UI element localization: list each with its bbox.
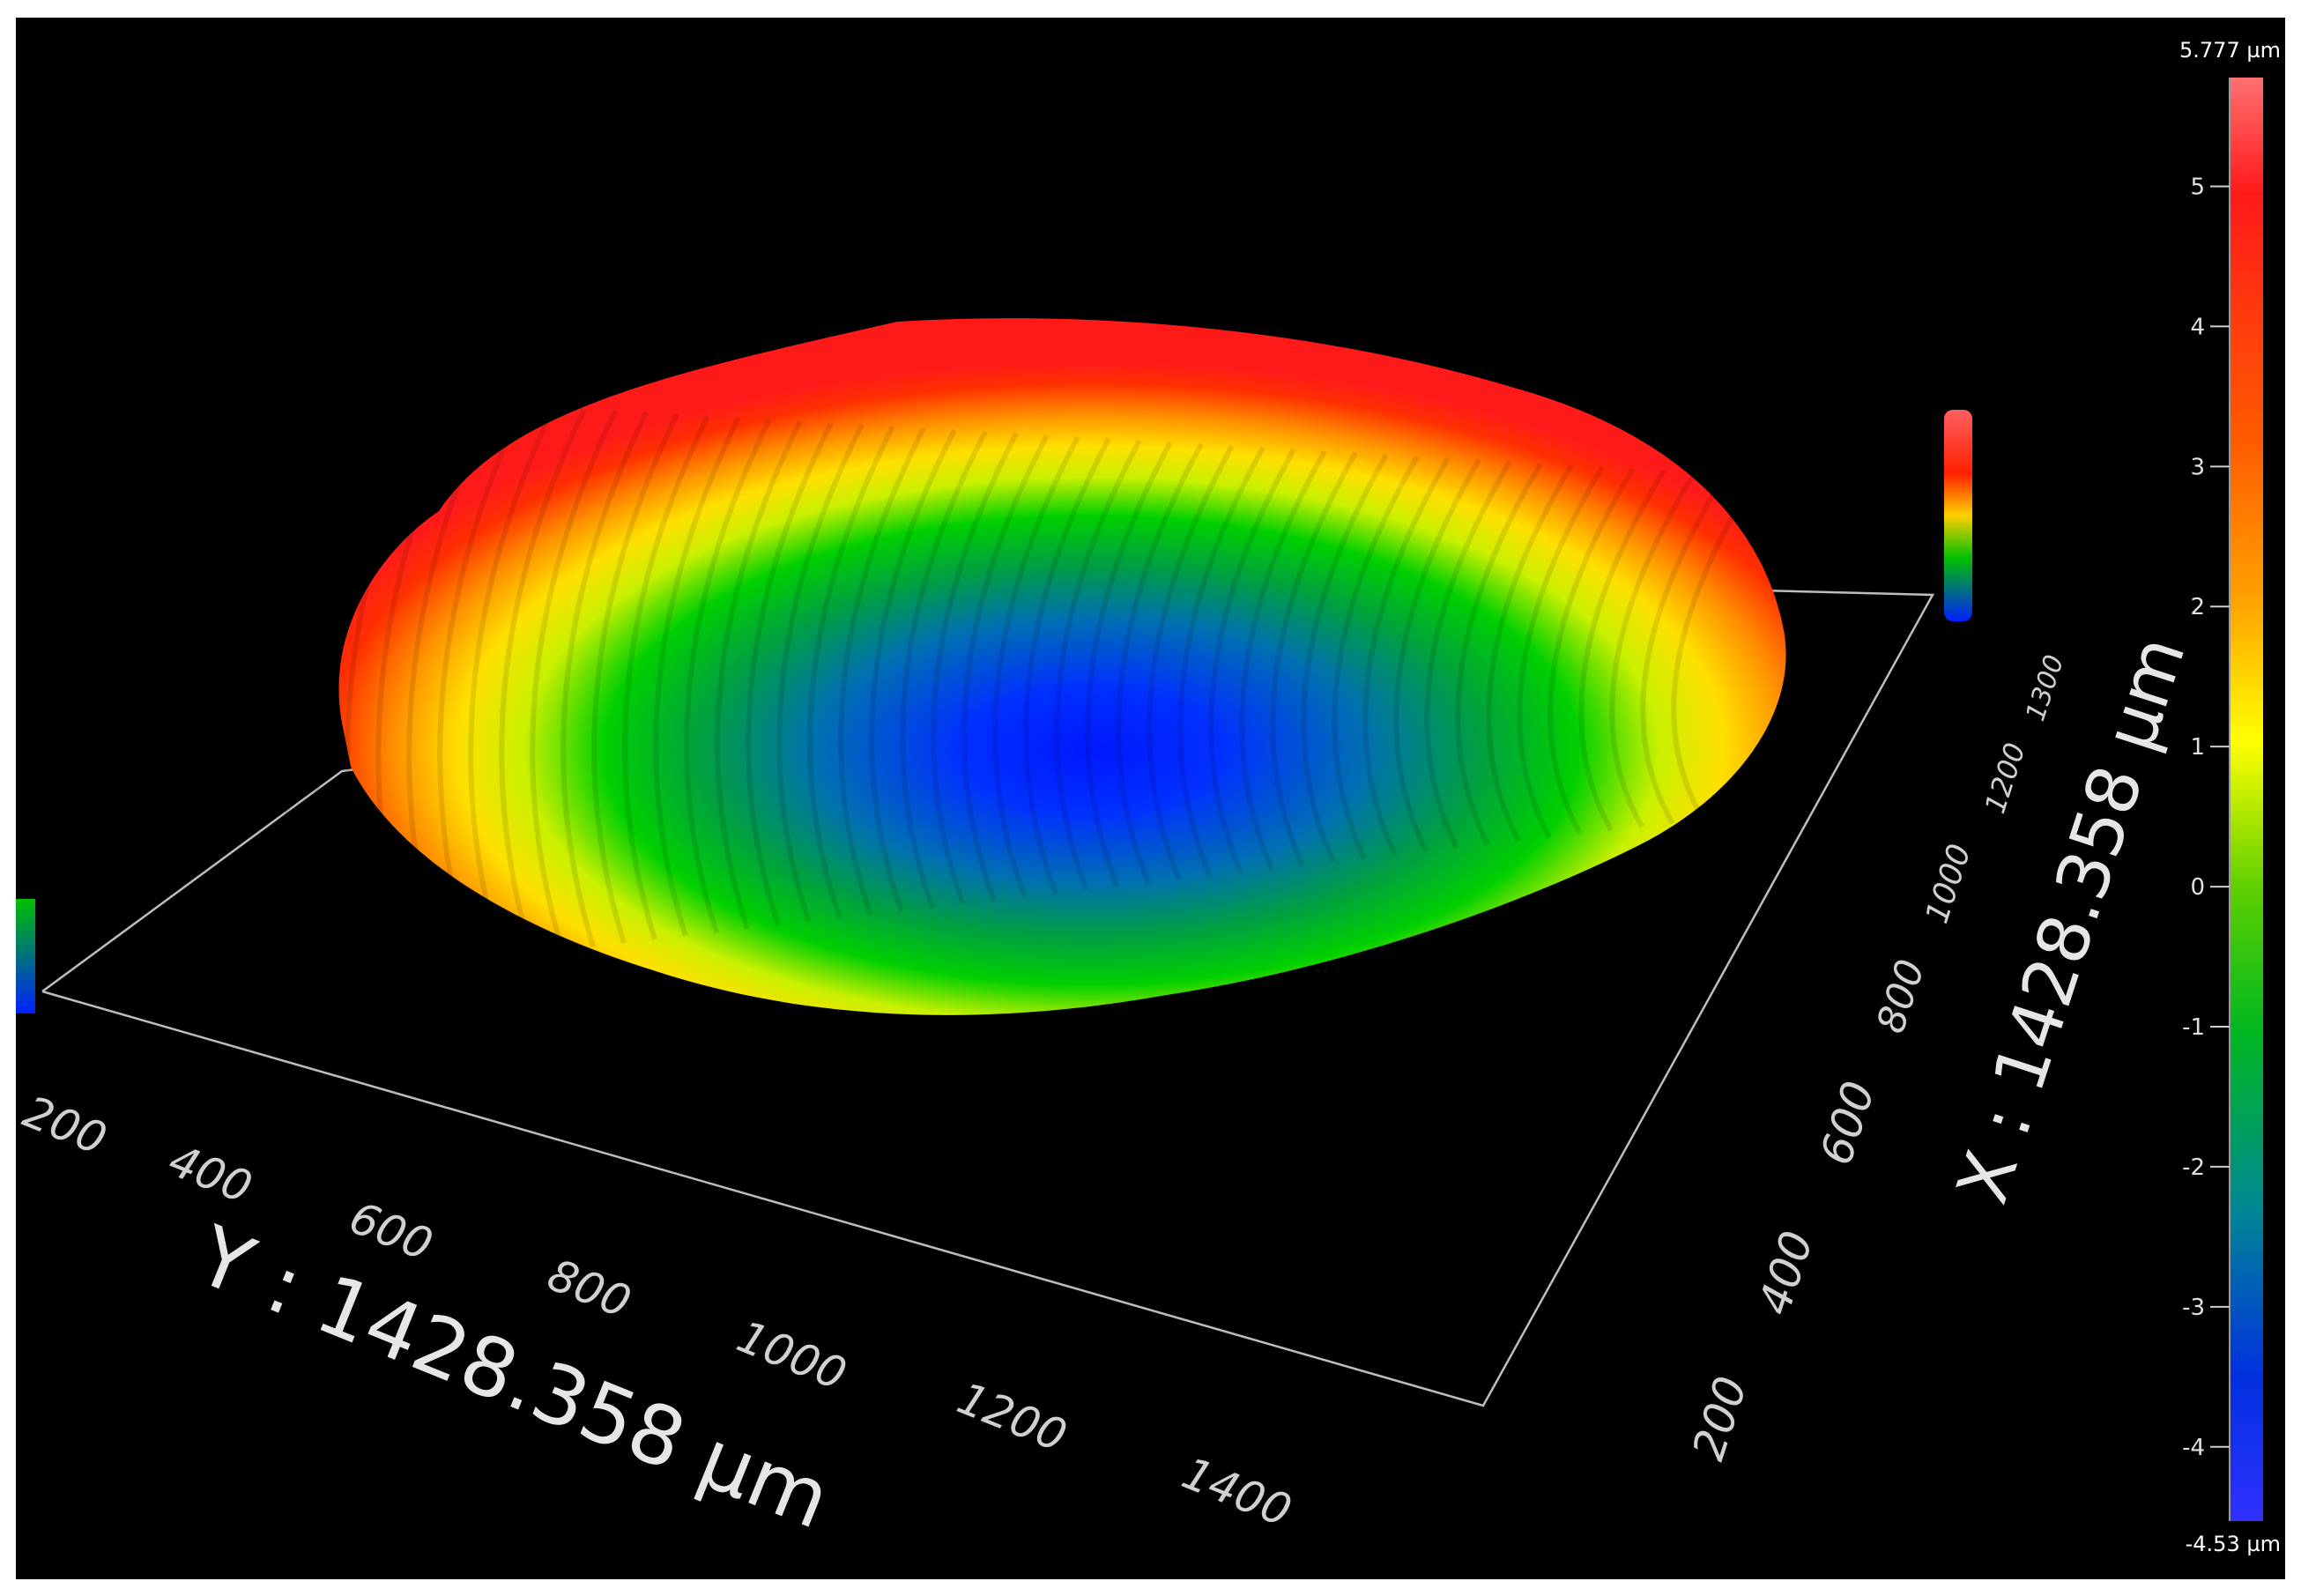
surface-ridge xyxy=(499,407,587,954)
color-scale-tick-label: -4 xyxy=(2182,1435,2205,1461)
surface-ridge xyxy=(1609,471,1697,828)
y-tick-200: 200 xyxy=(17,1086,114,1165)
surface-ridge xyxy=(1177,446,1266,878)
surface-ridge xyxy=(1023,437,1111,895)
surface-ridge xyxy=(807,425,895,919)
surface-ridge xyxy=(375,400,464,969)
color-scale-ticks: 5 4 3 2 1 0 -1 -2 -3 -4 xyxy=(2182,174,2230,1461)
surface-ridge xyxy=(437,404,525,961)
surface-ridge xyxy=(1486,464,1574,843)
x-tick-600: 600 xyxy=(1810,1075,1885,1171)
surface-ridge xyxy=(1393,458,1481,853)
y-tick-600: 600 xyxy=(343,1191,440,1271)
surface-ridge xyxy=(1362,457,1451,857)
surface-ridge xyxy=(961,434,1050,902)
x-tick-200: 200 xyxy=(1682,1370,1757,1466)
color-scale-tick-label: -3 xyxy=(2182,1295,2205,1321)
surface-ridge xyxy=(869,428,957,913)
surface-ridge xyxy=(1239,449,1327,871)
surface-ridge xyxy=(931,432,1019,906)
surface-ridges xyxy=(283,395,1759,979)
color-scale-tick-label: 5 xyxy=(2190,174,2205,200)
surface-ridge xyxy=(314,397,402,976)
bowl-surface[interactable] xyxy=(283,318,1786,1015)
x-tick-400: 400 xyxy=(1748,1225,1823,1321)
y-tick-400: 400 xyxy=(162,1134,259,1214)
x-axis-title: X : 1428.358 µm xyxy=(1941,627,2201,1213)
y-tick-1000: 1000 xyxy=(731,1310,854,1399)
surface-ridge xyxy=(746,421,834,926)
max-height-pillar xyxy=(1944,410,1972,621)
3d-surface-viewport[interactable]: 200 400 600 800 1000 1200 1400 Y : 1428.… xyxy=(16,18,2285,1579)
surface-ridge xyxy=(1116,442,1204,885)
surface-ridge xyxy=(1270,451,1358,867)
color-scale-tick-label: 4 xyxy=(2190,314,2205,340)
surface-ridge xyxy=(1671,474,1759,821)
surface-ridge xyxy=(345,398,433,972)
y-tick-800: 800 xyxy=(541,1249,638,1328)
base-plane-outline xyxy=(41,589,1935,1407)
surface-ridge xyxy=(776,423,865,923)
color-scale-tick-label: 0 xyxy=(2190,874,2205,901)
x-tick-1000: 1000 xyxy=(1919,840,1978,928)
y-axis: 200 400 600 800 1000 1200 1400 Y : 1428.… xyxy=(17,1086,1299,1548)
color-scale-tick-label: -1 xyxy=(2182,1014,2205,1041)
surface-ridge xyxy=(406,402,494,965)
surface-ridge xyxy=(1578,469,1666,832)
surface-ridge xyxy=(1301,453,1389,864)
surface-ridge xyxy=(838,427,926,916)
surface-ridge xyxy=(283,395,371,979)
surface-ridge xyxy=(1548,467,1636,835)
y-tick-1400: 1400 xyxy=(1176,1447,1299,1536)
surface-ridge xyxy=(1332,455,1420,860)
color-scale-tick-label: -2 xyxy=(2182,1154,2205,1181)
origin-height-marker xyxy=(16,899,35,1013)
surface-ridge xyxy=(1517,465,1605,839)
surface-ridge xyxy=(530,409,618,951)
color-scale-bar xyxy=(2230,78,2263,1521)
surface-ridge xyxy=(1455,462,1543,846)
y-axis-title: Y : 1428.358 µm xyxy=(184,1208,843,1548)
surface-ridge xyxy=(591,412,679,944)
surface-ridge xyxy=(468,405,556,958)
surface-ridge xyxy=(1085,441,1173,888)
bowl-surface-body xyxy=(338,318,1786,1015)
surface-ridge xyxy=(715,419,803,930)
color-scale: 5.777 µm -4.53 µm 5 4 3 2 1 0 -1 -2 -3 -4 xyxy=(2179,38,2281,1556)
y-tick-1200: 1200 xyxy=(951,1372,1074,1461)
surface-ridge xyxy=(560,411,649,947)
surface-ridge xyxy=(992,435,1080,899)
surface-ridge xyxy=(622,414,710,940)
x-axis: 200 400 600 800 1000 1200 1300 X : 1428.… xyxy=(1682,627,2201,1466)
x-tick-1300: 1300 xyxy=(2020,651,2070,724)
color-scale-min: -4.53 µm xyxy=(2186,1532,2281,1556)
surface-ridge xyxy=(1424,460,1512,850)
surface-ridge xyxy=(1054,439,1142,892)
surface-ridge xyxy=(1147,444,1235,881)
color-scale-tick-label: 2 xyxy=(2190,594,2205,620)
color-scale-tick-label: 1 xyxy=(2190,734,2205,761)
surface-ridge xyxy=(900,430,988,909)
color-scale-max: 5.777 µm xyxy=(2179,38,2281,63)
surface-ridge xyxy=(1640,472,1728,825)
x-tick-800: 800 xyxy=(1868,954,1934,1039)
surface-plot[interactable]: 200 400 600 800 1000 1200 1400 Y : 1428.… xyxy=(16,18,2285,1579)
surface-ridge xyxy=(1208,448,1296,874)
surface-ridge xyxy=(684,418,772,933)
x-tick-1200: 1200 xyxy=(1978,739,2031,817)
color-scale-tick-label: 3 xyxy=(2190,454,2205,480)
surface-ridge xyxy=(653,416,741,937)
